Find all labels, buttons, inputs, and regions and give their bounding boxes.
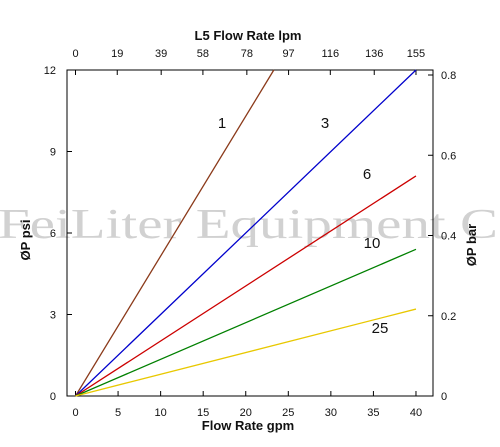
x-tick-label: 10 xyxy=(155,407,167,419)
right-tick-label: 0.4 xyxy=(441,231,456,243)
top-tick-label: 39 xyxy=(155,48,167,60)
series-line-3 xyxy=(75,69,417,397)
x-tick-label: 30 xyxy=(325,407,337,419)
top-tick-label: 19 xyxy=(111,48,123,60)
watermark: FeiLiter Equipment C xyxy=(0,202,498,248)
y-axis-title: ØP psi xyxy=(18,220,33,261)
top-tick-label: 58 xyxy=(197,48,209,60)
series-line-25 xyxy=(75,308,417,397)
top-tick-label: 155 xyxy=(407,48,425,60)
right-tick-label: 0.2 xyxy=(441,311,456,323)
x-tick-label: 40 xyxy=(410,407,422,419)
right-tick-label: 0.8 xyxy=(441,70,456,82)
y-tick-label: 0 xyxy=(50,391,56,403)
top-tick-label: 136 xyxy=(365,48,383,60)
top-tick-label: 97 xyxy=(282,48,294,60)
x-tick-label: 20 xyxy=(240,407,252,419)
y-tick-label: 3 xyxy=(50,310,56,322)
top-tick-label: 116 xyxy=(322,48,340,60)
y-tick-label: 6 xyxy=(50,228,56,240)
right-tick-label: 0.6 xyxy=(441,150,456,162)
right-tick-label: 0 xyxy=(441,391,447,403)
y-tick-label: 12 xyxy=(44,65,56,77)
ticks-layer xyxy=(67,69,433,397)
top-axis-title: L5 Flow Rate lpm xyxy=(195,28,302,43)
top-tick-label: 0 xyxy=(72,48,78,60)
series-line-10 xyxy=(75,248,417,397)
y-tick-label: 9 xyxy=(50,147,56,159)
x-tick-label: 35 xyxy=(367,407,379,419)
series-label-1: 1 xyxy=(218,115,226,132)
top-tick-label: 78 xyxy=(241,48,253,60)
series-line-1 xyxy=(74,69,275,397)
x-tick-label: 25 xyxy=(282,407,294,419)
series-label-6: 6 xyxy=(363,166,371,183)
series-label-3: 3 xyxy=(321,115,329,132)
labels-layer: 0 5 10 15 20 25 30 35 400 19 39 58 78 97 116 136 1550369… xyxy=(44,48,457,419)
series-line-6 xyxy=(75,175,417,397)
x-tick-label: 15 xyxy=(197,407,209,419)
right-axis-title: ØP bar xyxy=(464,224,479,266)
series-label-10: 10 xyxy=(364,235,381,252)
x-tick-label: 5 xyxy=(115,407,121,419)
series-label-25: 25 xyxy=(372,320,389,337)
series-layer xyxy=(74,69,417,397)
x-axis-title: Flow Rate gpm xyxy=(202,418,294,433)
x-tick-label: 0 xyxy=(72,407,78,419)
